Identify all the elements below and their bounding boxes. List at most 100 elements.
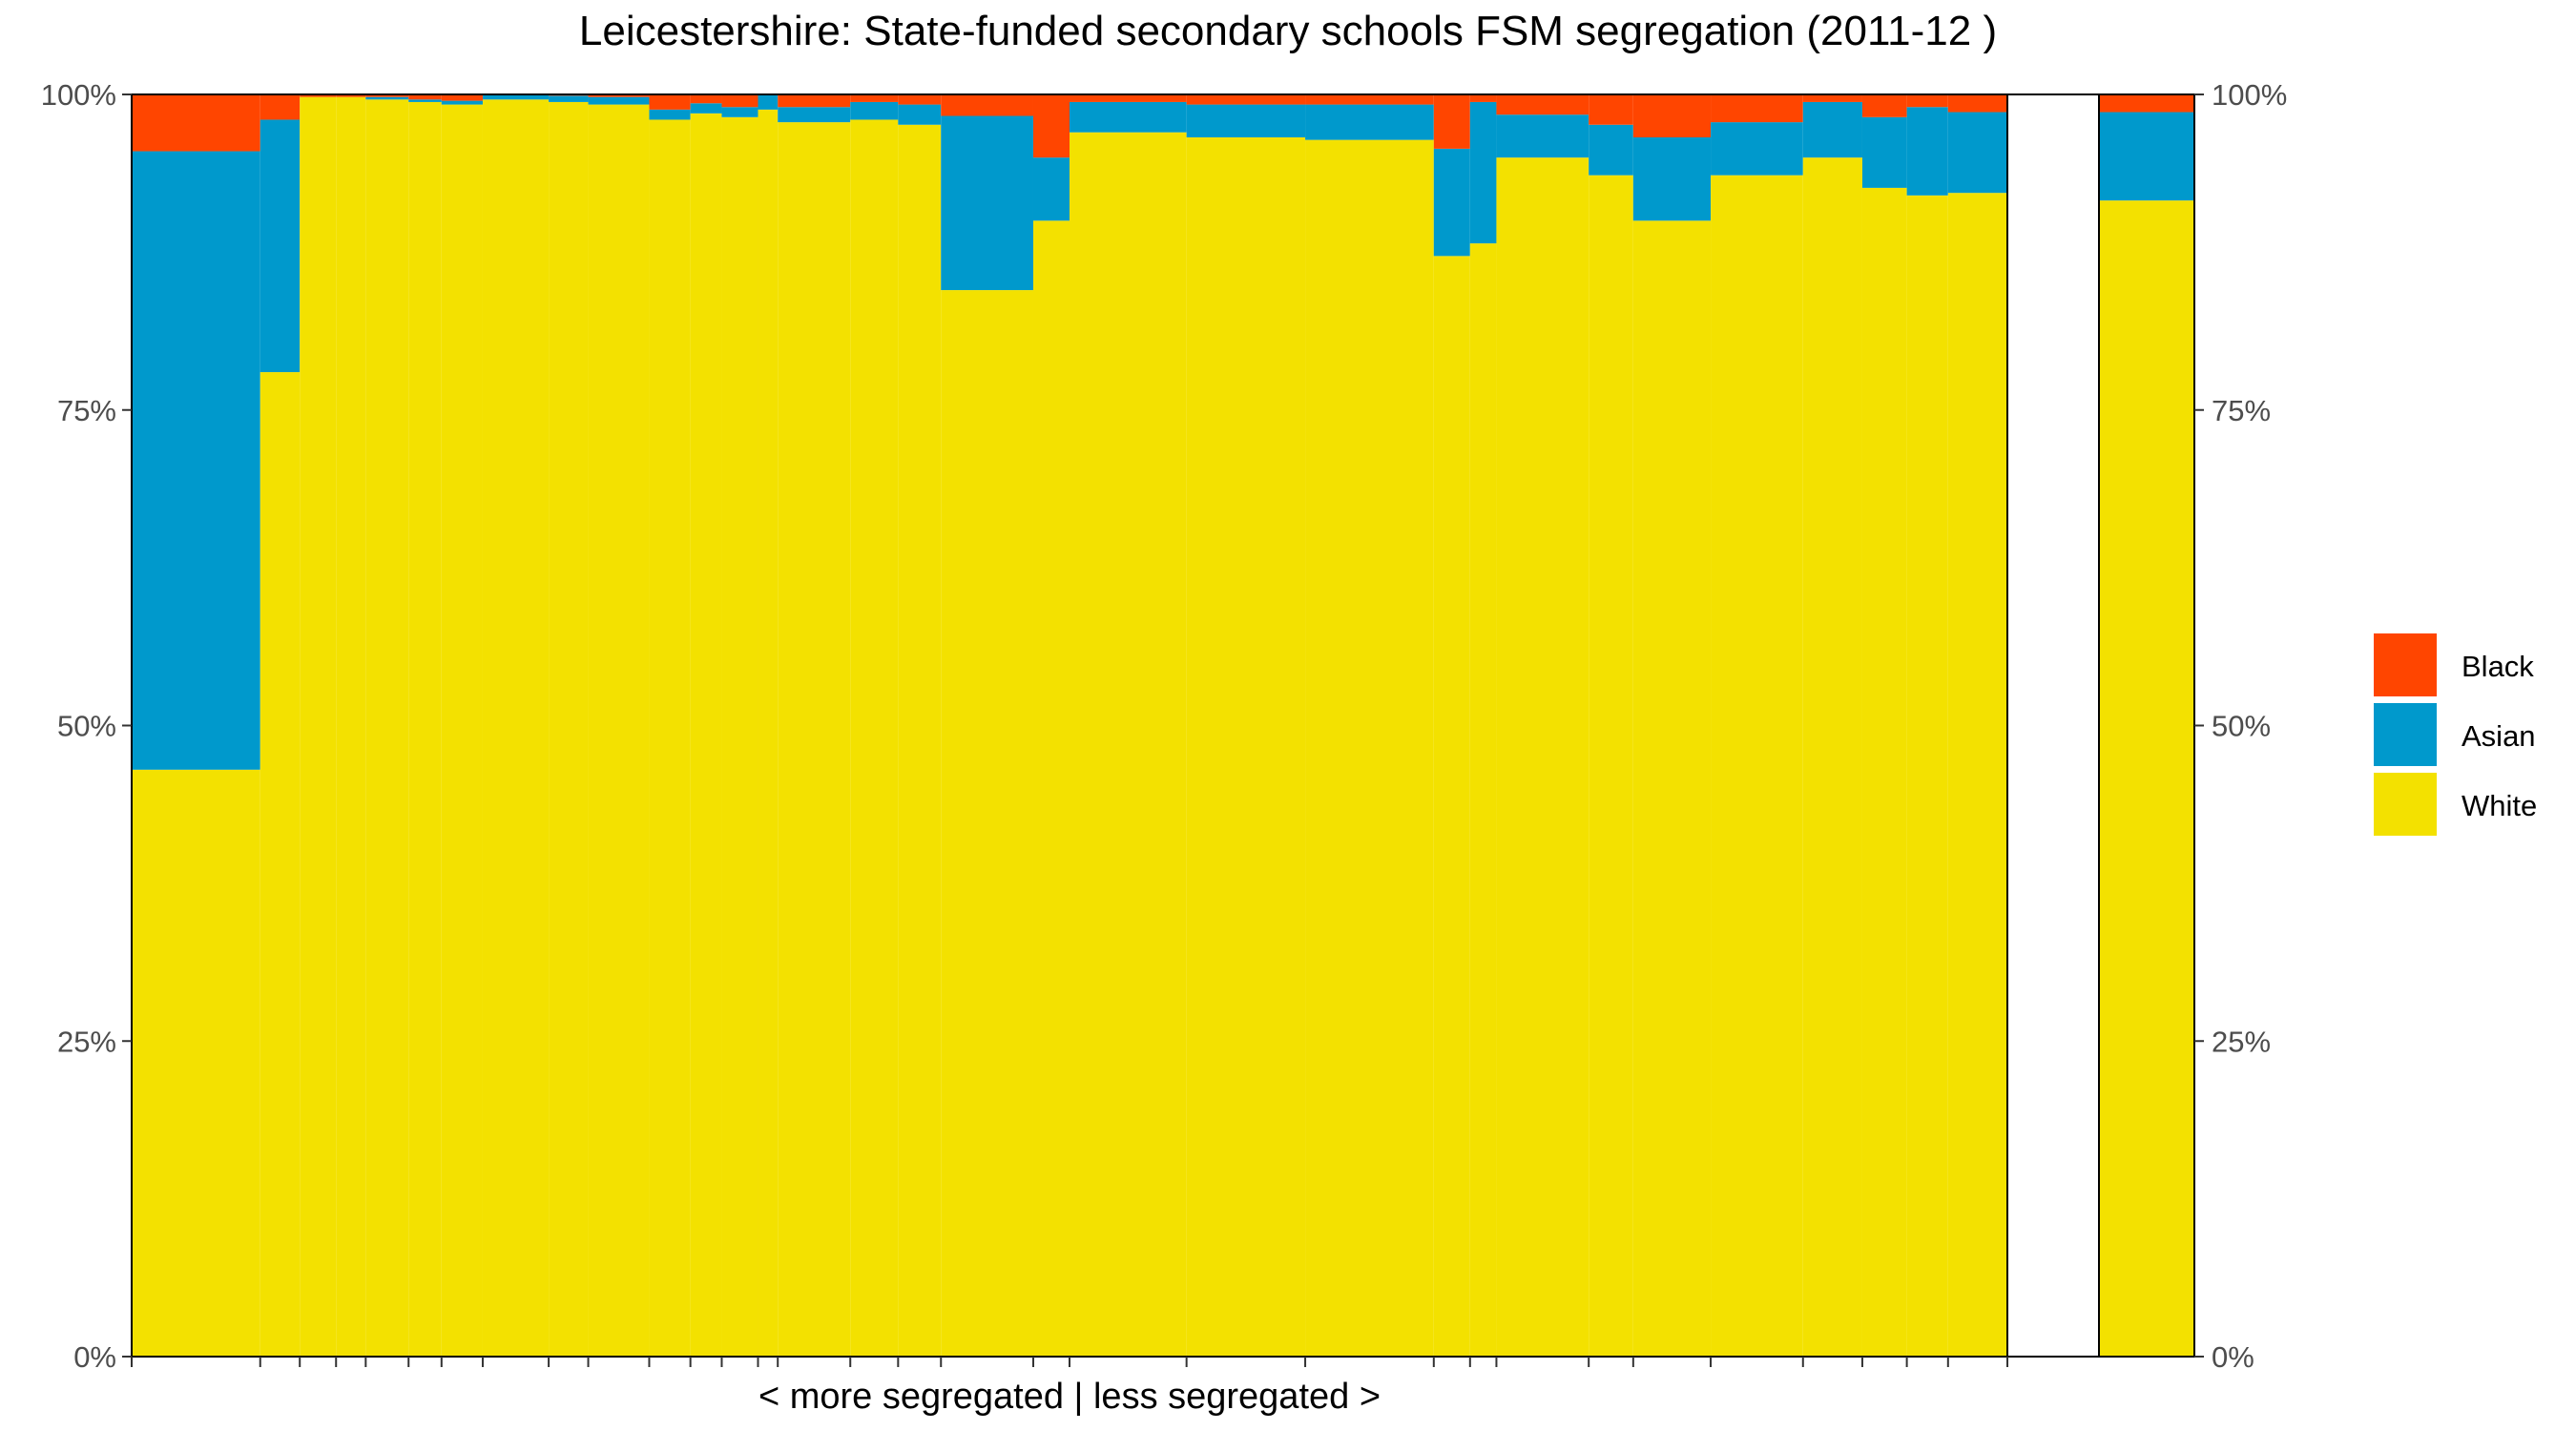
bar-segment-white-20 xyxy=(1070,132,1187,1358)
legend-label-white: White xyxy=(2462,789,2537,822)
bar-segment-white-29 xyxy=(1802,157,1862,1357)
legend-swatch-asian xyxy=(2374,703,2437,766)
bar-segment-white-17 xyxy=(898,124,942,1358)
bar-segment-asian-25 xyxy=(1496,114,1589,158)
bar-segment-asian-18 xyxy=(941,115,1033,291)
bar-segment-white-19 xyxy=(1032,220,1070,1357)
bar-segment-black-32 xyxy=(1947,94,2007,113)
legend-swatch-white xyxy=(2374,773,2437,836)
y-tick-label-left: 25% xyxy=(57,1025,116,1058)
bar-segment-black-28 xyxy=(1711,94,1803,123)
bar-segment-asian-5 xyxy=(365,96,409,100)
bar-segment-white-10 xyxy=(588,104,650,1358)
bar-segment-asian-12 xyxy=(690,103,722,114)
bar-segment-asian-19 xyxy=(1032,157,1070,221)
overall-bar-segment-white xyxy=(2099,200,2194,1358)
bar-segment-white-4 xyxy=(336,96,366,1357)
bar-segment-asian-13 xyxy=(721,107,758,117)
bar-segment-asian-20 xyxy=(1070,101,1187,133)
x-axis-label: < more segregated | less segregated > xyxy=(758,1377,1381,1417)
bar-segment-black-3 xyxy=(300,94,337,97)
bar-segment-asian-22 xyxy=(1305,104,1434,140)
bar-segment-white-13 xyxy=(721,116,758,1358)
bar-segment-white-31 xyxy=(1906,195,1948,1358)
y-tick-label-left: 100% xyxy=(41,78,116,112)
bar-segment-black-25 xyxy=(1496,94,1589,115)
bar-segment-white-25 xyxy=(1496,157,1589,1357)
bar-segment-black-16 xyxy=(850,94,899,102)
bar-segment-asian-23 xyxy=(1433,148,1470,257)
bar-segment-asian-30 xyxy=(1861,116,1907,188)
bar-segment-white-22 xyxy=(1305,139,1434,1357)
bar-segment-black-30 xyxy=(1861,94,1907,117)
bar-segment-black-12 xyxy=(690,94,722,104)
bar-segment-white-24 xyxy=(1469,243,1497,1357)
bar-segment-black-11 xyxy=(649,94,691,110)
bar-segment-white-5 xyxy=(365,99,409,1358)
bar-segment-asian-11 xyxy=(649,109,691,120)
bar-segment-black-20 xyxy=(1070,94,1187,102)
bar-segment-black-26 xyxy=(1589,94,1633,125)
y-tick-label-right: 50% xyxy=(2212,710,2271,743)
bar-segment-asian-15 xyxy=(778,107,851,123)
bar-segment-black-19 xyxy=(1032,94,1070,158)
chart-title: Leicestershire: State-funded secondary s… xyxy=(578,8,1998,54)
bar-segment-black-15 xyxy=(778,94,851,108)
bar-segment-asian-31 xyxy=(1906,107,1948,196)
legend-label-black: Black xyxy=(2462,650,2534,683)
legend-swatch-black xyxy=(2374,633,2437,696)
bar-segment-white-15 xyxy=(778,122,851,1358)
bar-segment-black-21 xyxy=(1186,94,1306,105)
bar-segment-white-1 xyxy=(132,769,260,1357)
y-tick-label-left: 0% xyxy=(73,1340,116,1374)
bar-segment-white-18 xyxy=(941,290,1033,1358)
bar-segment-white-11 xyxy=(649,119,691,1358)
bar-segment-black-31 xyxy=(1906,94,1948,108)
bar-segment-asian-27 xyxy=(1632,136,1712,221)
bar-segment-black-1 xyxy=(132,94,260,152)
bar-segment-black-22 xyxy=(1305,94,1434,105)
y-tick-label-right: 75% xyxy=(2212,394,2271,427)
bar-segment-white-23 xyxy=(1433,256,1470,1357)
bar-segment-black-13 xyxy=(721,94,758,108)
bar-segment-asian-2 xyxy=(260,119,301,373)
bar-segment-white-14 xyxy=(758,109,779,1358)
bar-segment-asian-21 xyxy=(1186,104,1306,137)
bar-segment-white-32 xyxy=(1947,193,2007,1358)
bar-segment-asian-8 xyxy=(482,94,550,100)
y-tick-label-left: 75% xyxy=(57,394,116,427)
bar-segment-black-2 xyxy=(260,94,301,120)
bar-segment-asian-1 xyxy=(132,151,260,770)
overall-bar-segment-black xyxy=(2099,94,2194,113)
bar-segment-asian-7 xyxy=(441,100,483,105)
bar-segment-white-6 xyxy=(408,101,442,1358)
bar-segment-asian-14 xyxy=(758,94,779,110)
bar-segment-asian-16 xyxy=(850,101,899,120)
bar-segment-asian-9 xyxy=(549,95,589,102)
bar-segment-asian-26 xyxy=(1589,124,1633,176)
bar-segment-black-6 xyxy=(408,94,442,100)
bar-segment-black-7 xyxy=(441,94,483,101)
bar-segment-black-18 xyxy=(941,94,1033,116)
bar-segment-asian-24 xyxy=(1469,101,1497,244)
y-tick-label-right: 0% xyxy=(2212,1340,2254,1374)
bar-segment-asian-17 xyxy=(898,104,942,125)
bar-segment-asian-6 xyxy=(408,99,442,102)
bar-segment-white-8 xyxy=(482,99,550,1358)
bar-segment-white-7 xyxy=(441,104,483,1358)
bar-segment-black-24 xyxy=(1469,94,1497,102)
bar-segment-black-4 xyxy=(336,94,366,97)
bar-segment-white-26 xyxy=(1589,175,1633,1357)
bar-segment-white-27 xyxy=(1632,220,1712,1357)
overall-bar-segment-asian xyxy=(2099,112,2194,201)
bar-segment-black-27 xyxy=(1632,94,1712,137)
bar-segment-asian-10 xyxy=(588,96,650,105)
bar-segment-white-3 xyxy=(300,96,337,1357)
bar-segment-black-5 xyxy=(365,94,409,97)
bar-segment-asian-32 xyxy=(1947,112,2007,194)
legend-label-asian: Asian xyxy=(2462,719,2536,753)
bar-segment-black-10 xyxy=(588,94,650,97)
bar-segment-white-28 xyxy=(1711,175,1803,1357)
y-tick-label-left: 50% xyxy=(57,710,116,743)
